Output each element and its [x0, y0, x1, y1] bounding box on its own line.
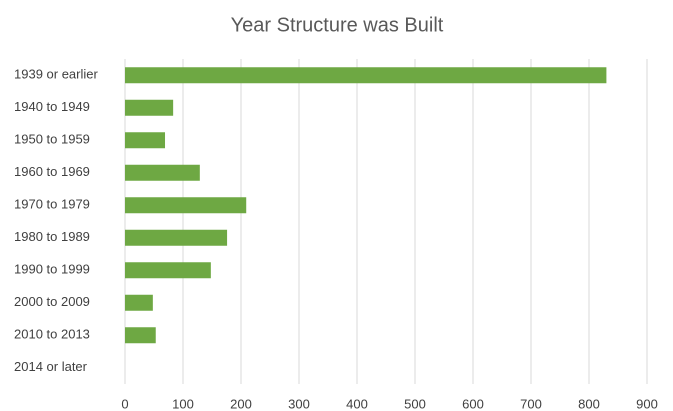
chart-title: Year Structure was Built — [231, 14, 444, 36]
y-tick-label: 1990 to 1999 — [14, 262, 90, 277]
bar — [125, 327, 156, 344]
x-tick-label: 900 — [636, 396, 658, 411]
y-tick-label: 2010 to 2013 — [14, 327, 90, 342]
bar — [125, 164, 200, 181]
x-tick-label: 0 — [121, 396, 128, 411]
bar — [125, 132, 166, 149]
x-tick-label: 700 — [520, 396, 542, 411]
bar — [125, 294, 153, 311]
x-tick-label: 300 — [288, 396, 310, 411]
x-tick-label: 600 — [462, 396, 484, 411]
y-tick-label: 2014 or later — [14, 359, 88, 374]
x-tick-label: 200 — [230, 396, 252, 411]
y-tick-label: 1970 to 1979 — [14, 197, 90, 212]
x-tick-label: 400 — [346, 396, 368, 411]
y-tick-label: 2000 to 2009 — [14, 294, 90, 309]
x-tick-label: 100 — [172, 396, 194, 411]
x-tick-label: 500 — [404, 396, 426, 411]
y-tick-label: 1960 to 1969 — [14, 164, 90, 179]
y-tick-label: 1940 to 1949 — [14, 99, 90, 114]
y-tick-label: 1980 to 1989 — [14, 229, 90, 244]
y-tick-label: 1939 or earlier — [14, 67, 98, 82]
bar — [125, 229, 228, 246]
bar — [125, 99, 174, 116]
y-tick-label: 1950 to 1959 — [14, 132, 90, 147]
bar — [125, 67, 607, 84]
x-tick-label: 800 — [578, 396, 600, 411]
bar — [125, 262, 211, 279]
bar — [125, 197, 247, 214]
